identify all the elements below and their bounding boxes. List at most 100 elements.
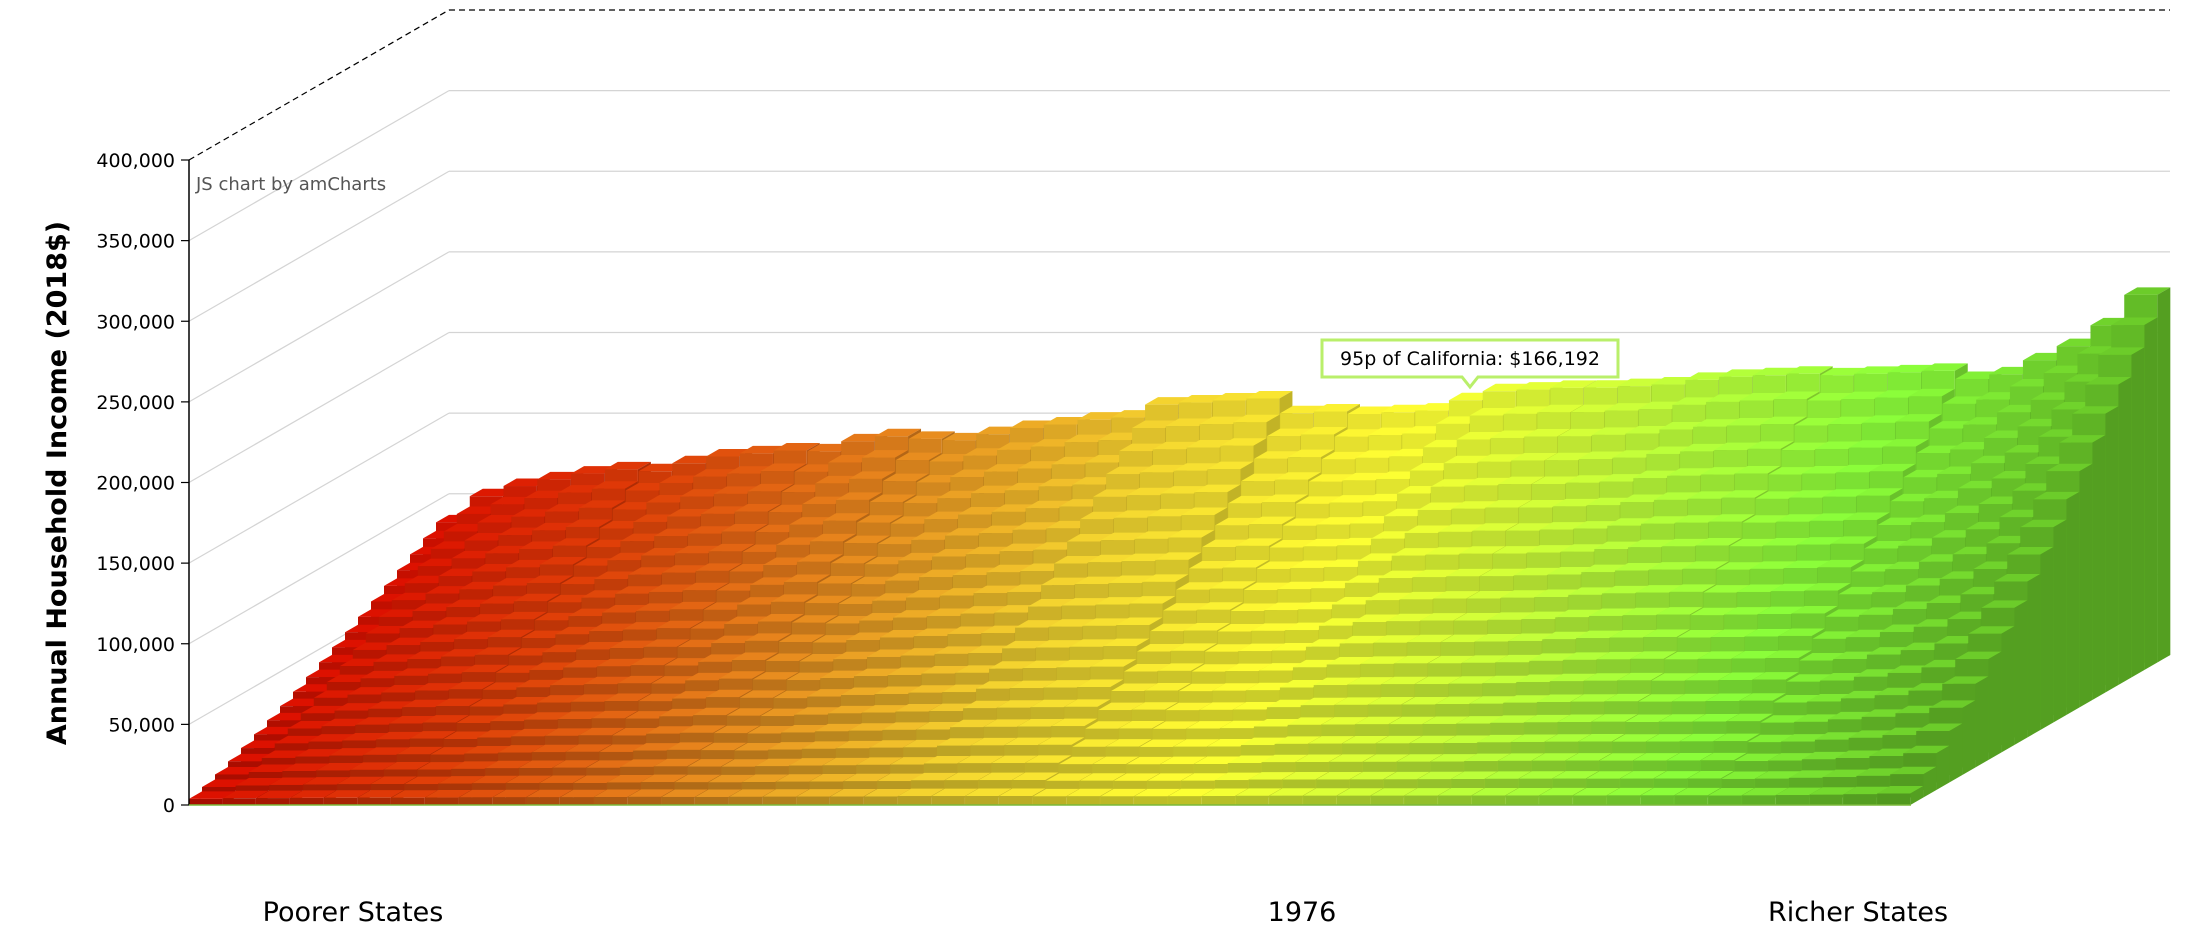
bar-top-face xyxy=(1877,786,1924,794)
bar-side-face xyxy=(1975,676,1989,768)
tick-label: 400,000 xyxy=(96,150,175,172)
bar-top-face xyxy=(1090,659,1137,667)
bar-front-face xyxy=(1640,795,1674,805)
bar-top-face xyxy=(1316,517,1363,525)
bar-top-face xyxy=(1243,582,1290,591)
bar-top-face xyxy=(708,774,755,783)
bar-top-face xyxy=(1783,560,1830,569)
bar-top-face xyxy=(1718,672,1765,681)
bar-side-face xyxy=(2131,347,2145,678)
bar-top-face xyxy=(1409,735,1456,744)
tick-label: 0 xyxy=(163,795,175,817)
bar-top-face xyxy=(731,652,779,661)
bar-top-face xyxy=(1189,561,1236,569)
bar-top-face xyxy=(1077,679,1124,688)
bar-top-face xyxy=(1041,577,1088,586)
bar-top-face xyxy=(295,749,342,757)
bar-top-face xyxy=(989,661,1036,669)
bar-top-face xyxy=(1225,663,1272,672)
bar-top-face xyxy=(576,641,623,650)
bar-top-face xyxy=(747,726,794,734)
bar-top-face xyxy=(1217,624,1264,632)
bar-top-face xyxy=(586,760,633,768)
bar-top-face xyxy=(1622,607,1669,616)
bar-top-face xyxy=(1578,451,1625,459)
bar-top-face xyxy=(1287,449,1334,458)
bar-top-face xyxy=(1139,739,1186,747)
bar-top-face xyxy=(778,634,825,643)
bar-top-face xyxy=(1009,680,1056,689)
bar-top-face xyxy=(1848,440,1895,448)
bar-top-face xyxy=(1264,602,1311,611)
bar-top-face xyxy=(1347,677,1394,685)
bar-top-face xyxy=(557,711,604,720)
bar-top-face xyxy=(1760,715,1807,723)
bar-top-face xyxy=(1111,683,1158,692)
bottom-label-center: 1976 xyxy=(1268,897,1337,928)
bar-top-face xyxy=(669,601,716,610)
y-axis-title: Annual Household Income (2018$) xyxy=(42,221,73,745)
bar-top-face xyxy=(1744,628,1791,637)
bar-top-face xyxy=(1035,640,1082,648)
bar-top-face xyxy=(1087,554,1134,563)
bar-top-face xyxy=(1165,702,1212,711)
bar-side-face xyxy=(2092,435,2106,700)
bar-top-face xyxy=(682,582,729,591)
bar-top-face xyxy=(794,707,841,715)
bar-top-face xyxy=(1672,693,1719,702)
bar-top-face xyxy=(329,748,376,756)
gridline-diagonal xyxy=(188,331,450,484)
bar-top-face xyxy=(1002,640,1049,649)
bar-top-face xyxy=(1617,672,1664,681)
bar-top-face xyxy=(908,431,955,439)
bar-top-face xyxy=(1038,737,1085,745)
bar-front-face xyxy=(1708,795,1742,805)
bar-top-face xyxy=(1841,391,1888,400)
bar-top-face xyxy=(1869,463,1916,472)
bar-top-face xyxy=(1435,696,1482,705)
bar-top-face xyxy=(1430,754,1477,762)
bar-top-face xyxy=(1368,696,1415,705)
bar-top-face xyxy=(376,731,423,740)
bar-top-face xyxy=(1178,683,1225,692)
bar-top-face xyxy=(718,671,766,679)
bar-top-face xyxy=(1113,773,1160,781)
bar-top-face xyxy=(1025,755,1072,763)
bar-top-face xyxy=(282,763,329,772)
bar-top-face xyxy=(1131,702,1178,710)
bar-front-face xyxy=(222,798,256,805)
bar-top-face xyxy=(970,737,1017,746)
bar-top-face xyxy=(1248,772,1295,780)
bar-front-face xyxy=(1843,794,1877,805)
bar-side-face xyxy=(2066,491,2080,715)
bar-top-face xyxy=(248,764,295,773)
bar-top-face xyxy=(1765,650,1812,659)
bar-top-face xyxy=(804,595,851,604)
bar-top-face xyxy=(895,704,942,712)
bar-top-face xyxy=(1633,753,1680,761)
bar-top-face xyxy=(1383,771,1430,780)
bar-top-face xyxy=(1202,539,1249,548)
bar-top-face xyxy=(1830,536,1877,544)
bar-top-face xyxy=(524,712,571,720)
bar-top-face xyxy=(1955,651,2002,660)
bar-top-face xyxy=(1186,721,1233,729)
bar-top-face xyxy=(1118,720,1165,729)
bar-top-face xyxy=(1389,716,1436,725)
bar-top-face xyxy=(1503,695,1550,703)
bar-top-face xyxy=(430,747,477,755)
bar-top-face xyxy=(1430,479,1477,487)
bar-top-face xyxy=(290,790,337,798)
bar-top-face xyxy=(1342,472,1389,481)
bar-top-face xyxy=(2085,377,2132,385)
bar-top-face xyxy=(1646,734,1693,742)
bar-top-face xyxy=(986,564,1033,573)
bar-top-face xyxy=(729,789,776,797)
bar-top-face xyxy=(1747,441,1794,449)
bar-top-face xyxy=(1505,787,1552,796)
gridline-diagonal xyxy=(188,90,450,242)
bar-top-face xyxy=(1464,477,1511,486)
bar-top-face xyxy=(2098,347,2145,355)
bar-top-face xyxy=(2020,519,2067,528)
